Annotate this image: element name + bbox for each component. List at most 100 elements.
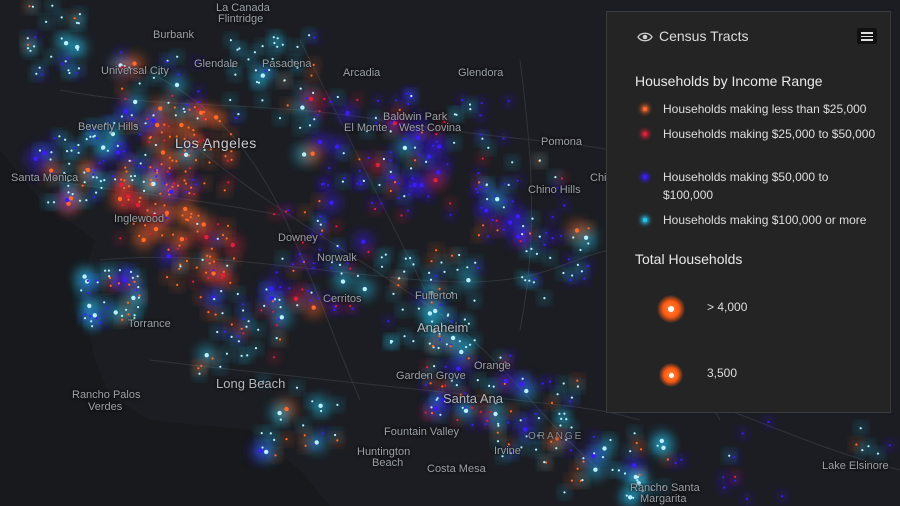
household-dot bbox=[417, 153, 420, 156]
household-dot bbox=[192, 129, 195, 132]
household-dot bbox=[73, 146, 76, 149]
household-dot bbox=[127, 313, 130, 316]
household-dot bbox=[229, 281, 232, 284]
household-dot bbox=[64, 138, 67, 141]
household-dot bbox=[98, 162, 101, 165]
household-dot bbox=[163, 204, 166, 207]
household-dot bbox=[455, 384, 458, 387]
household-dot bbox=[135, 288, 138, 291]
household-dot bbox=[132, 159, 135, 162]
household-dot bbox=[426, 366, 429, 369]
household-dot bbox=[310, 291, 313, 294]
household-dot bbox=[380, 265, 384, 268]
household-dot bbox=[453, 113, 456, 116]
household-dot bbox=[203, 182, 206, 185]
household-dot bbox=[76, 71, 79, 75]
household-dot bbox=[409, 185, 412, 188]
household-dot bbox=[138, 234, 141, 237]
household-dot bbox=[312, 262, 315, 265]
household-dot bbox=[532, 281, 536, 284]
place-label: Irvine bbox=[494, 445, 521, 457]
household-dot bbox=[430, 301, 433, 304]
household-dot bbox=[569, 449, 573, 452]
household-dot bbox=[314, 440, 319, 445]
household-dot bbox=[216, 141, 219, 144]
household-dot bbox=[201, 258, 204, 261]
cyan-dot-icon bbox=[643, 218, 647, 222]
household-dot bbox=[650, 488, 653, 491]
household-dot bbox=[128, 66, 131, 69]
place-label: Garden Grove bbox=[396, 370, 466, 382]
household-dot bbox=[285, 438, 288, 441]
household-dot bbox=[71, 193, 74, 196]
household-dot bbox=[499, 356, 502, 359]
household-dot bbox=[734, 475, 737, 478]
place-label: Norwalk bbox=[317, 252, 357, 264]
road bbox=[59, 89, 611, 151]
household-dot bbox=[343, 176, 346, 180]
household-dot bbox=[855, 443, 858, 446]
household-dot bbox=[318, 297, 321, 300]
household-dot bbox=[38, 149, 42, 152]
household-dot bbox=[185, 182, 188, 185]
household-dot bbox=[101, 145, 106, 150]
household-dot bbox=[572, 236, 575, 239]
household-dot bbox=[143, 224, 147, 227]
road bbox=[519, 59, 533, 331]
household-dot bbox=[154, 143, 157, 147]
household-dot bbox=[90, 128, 93, 131]
household-dot bbox=[635, 441, 638, 445]
household-dot bbox=[313, 36, 316, 39]
household-dot bbox=[576, 379, 579, 382]
household-dot bbox=[476, 379, 479, 382]
household-dot bbox=[549, 380, 552, 383]
household-dot bbox=[128, 124, 131, 127]
place-label: Universal City bbox=[101, 65, 169, 77]
household-dot bbox=[412, 340, 415, 343]
hamburger-menu-icon[interactable] bbox=[857, 28, 877, 44]
household-dot bbox=[231, 65, 234, 68]
household-dot bbox=[152, 114, 155, 117]
household-dot bbox=[95, 137, 99, 140]
household-dot bbox=[502, 137, 505, 140]
place-label: Glendora bbox=[458, 67, 504, 79]
household-dot bbox=[47, 201, 50, 204]
household-dot bbox=[426, 374, 429, 377]
household-dot bbox=[200, 364, 203, 367]
household-dot bbox=[81, 184, 84, 187]
household-dot bbox=[131, 295, 136, 301]
household-dot bbox=[356, 274, 359, 277]
household-dot bbox=[99, 321, 103, 324]
household-dot bbox=[199, 110, 204, 116]
household-dot bbox=[389, 130, 392, 133]
household-dot bbox=[576, 467, 579, 470]
household-dot bbox=[205, 271, 208, 274]
household-dot bbox=[522, 225, 525, 228]
household-dot bbox=[524, 388, 529, 394]
household-dot bbox=[108, 275, 111, 278]
household-dot bbox=[132, 222, 135, 225]
household-dot bbox=[528, 232, 532, 235]
household-dot bbox=[491, 218, 494, 222]
household-dot bbox=[68, 71, 71, 75]
place-label: Beach bbox=[372, 457, 404, 469]
household-dot bbox=[439, 303, 442, 306]
household-dot bbox=[227, 181, 230, 184]
orange-dot-icon bbox=[643, 107, 647, 111]
household-dot bbox=[463, 318, 466, 321]
household-dot bbox=[225, 352, 228, 355]
household-dot bbox=[176, 55, 179, 58]
eye-icon[interactable] bbox=[637, 30, 653, 48]
household-dot bbox=[106, 307, 109, 310]
household-dot bbox=[636, 481, 641, 486]
household-dot bbox=[503, 378, 509, 384]
household-dot bbox=[190, 186, 193, 189]
household-dot bbox=[543, 461, 546, 464]
household-dot bbox=[458, 253, 461, 257]
household-dot bbox=[75, 21, 79, 24]
household-dot bbox=[126, 194, 131, 199]
household-dot bbox=[734, 479, 737, 482]
household-dot bbox=[104, 122, 107, 125]
household-dot bbox=[538, 235, 541, 238]
legend-panel: Census Tracts Households by Income Range… bbox=[606, 11, 891, 413]
